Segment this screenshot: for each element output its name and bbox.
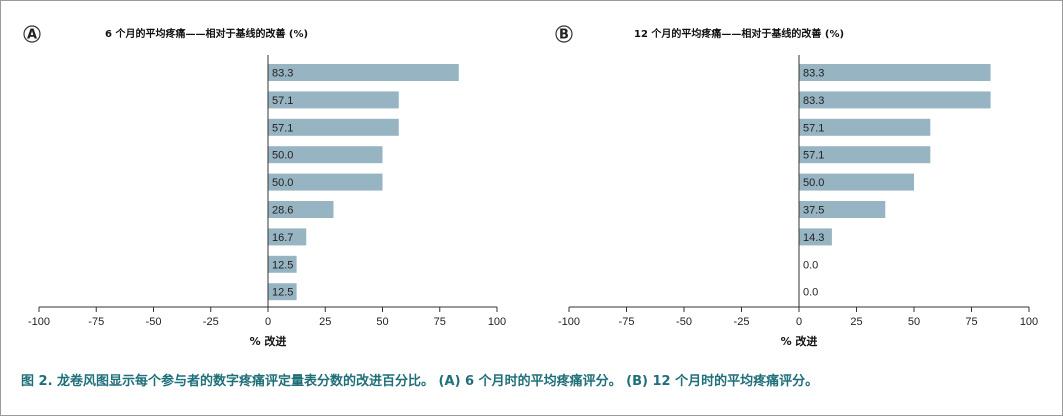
bar-b-4 [799,173,914,191]
x-tick-label-a-6: 50 [376,316,388,328]
x-tick-label-b-4: 0 [796,316,802,328]
bar-a-3 [268,146,383,164]
panel-letter-circle-a [23,25,41,43]
x-tick-label-b-5: 25 [850,316,862,328]
bar-label-b-7: 0.0 [803,259,818,271]
x-tick-label-a-0: -100 [28,316,50,328]
x-tick-label-b-1: -75 [619,316,635,328]
x-tick-label-b-8: 100 [1020,316,1038,328]
chart-title-a: 6 个月的平均疼痛——相对于基线的改善 (%) [105,27,308,40]
bar-label-b-8: 0.0 [803,287,818,299]
bar-label-b-5: 37.5 [803,205,824,217]
bar-a-8 [268,283,297,301]
x-tick-label-a-4: 0 [265,316,271,328]
x-tick-label-a-8: 100 [488,316,506,328]
bar-label-a-1: 57.1 [272,95,293,107]
bar-b-5 [799,201,886,218]
bar-b-2 [799,118,931,136]
bar-a-4 [268,173,383,191]
x-axis-title-a: % 改进 [250,334,287,348]
bar-a-6 [268,228,307,246]
bar-label-b-6: 14.3 [803,232,824,244]
x-tick-label-a-3: -25 [203,316,219,328]
x-axis-title-b: % 改进 [781,334,818,348]
x-tick-label-b-3: -25 [734,316,750,328]
figure-caption: 图 2. 龙卷风图显示每个参与者的数字疼痛评定量表分数的改进百分比。 (A) 6… [21,374,819,389]
panel-letter-b: B [559,28,569,43]
panel-letter-circle-b [555,25,573,43]
bar-a-5 [268,201,334,218]
x-tick-label-b-7: 75 [965,316,977,328]
bar-label-b-0: 83.3 [803,68,824,80]
x-tick-label-a-7: 75 [434,316,446,328]
bar-label-a-7: 12.5 [272,259,293,271]
bar-a-2 [268,118,399,136]
bar-label-a-3: 50.0 [272,150,293,162]
bar-label-a-5: 28.6 [272,205,293,217]
bar-a-0 [268,64,459,81]
x-tick-label-b-0: -100 [558,316,580,328]
x-tick-label-b-2: -50 [676,316,692,328]
bar-a-7 [268,255,297,273]
bar-a-1 [268,91,399,109]
chart-panel-b: B 12 个月的平均疼痛——相对于基线的改善 (%) 83.3 83.3 57.1 57.… [555,25,1038,348]
bar-label-a-0: 83.3 [272,68,293,80]
bar-b-6 [799,228,832,246]
bar-b-3 [799,146,931,164]
bar-label-b-3: 57.1 [803,150,824,162]
x-tick-label-a-2: -50 [146,316,162,328]
x-tick-label-b-6: 50 [908,316,920,328]
bar-label-a-6: 16.7 [272,232,293,244]
x-tick-label-a-1: -75 [88,316,104,328]
bar-b-0 [799,64,991,81]
bar-label-a-2: 57.1 [272,122,293,134]
bar-label-a-8: 12.5 [272,287,293,299]
bar-label-b-2: 57.1 [803,122,824,134]
bar-label-a-4: 50.0 [272,177,293,189]
panel-letter-a: A [27,28,37,43]
chart-title-b: 12 个月的平均疼痛——相对于基线的改善 (%) [634,27,844,40]
bar-b-1 [799,91,991,109]
bar-label-b-1: 83.3 [803,95,824,107]
bar-label-b-4: 50.0 [803,177,824,189]
x-tick-label-a-5: 25 [319,316,331,328]
chart-panel-a: A 6 个月的平均疼痛——相对于基线的改善 (%) 83.3 57.1 57.1 50.0… [23,25,506,348]
